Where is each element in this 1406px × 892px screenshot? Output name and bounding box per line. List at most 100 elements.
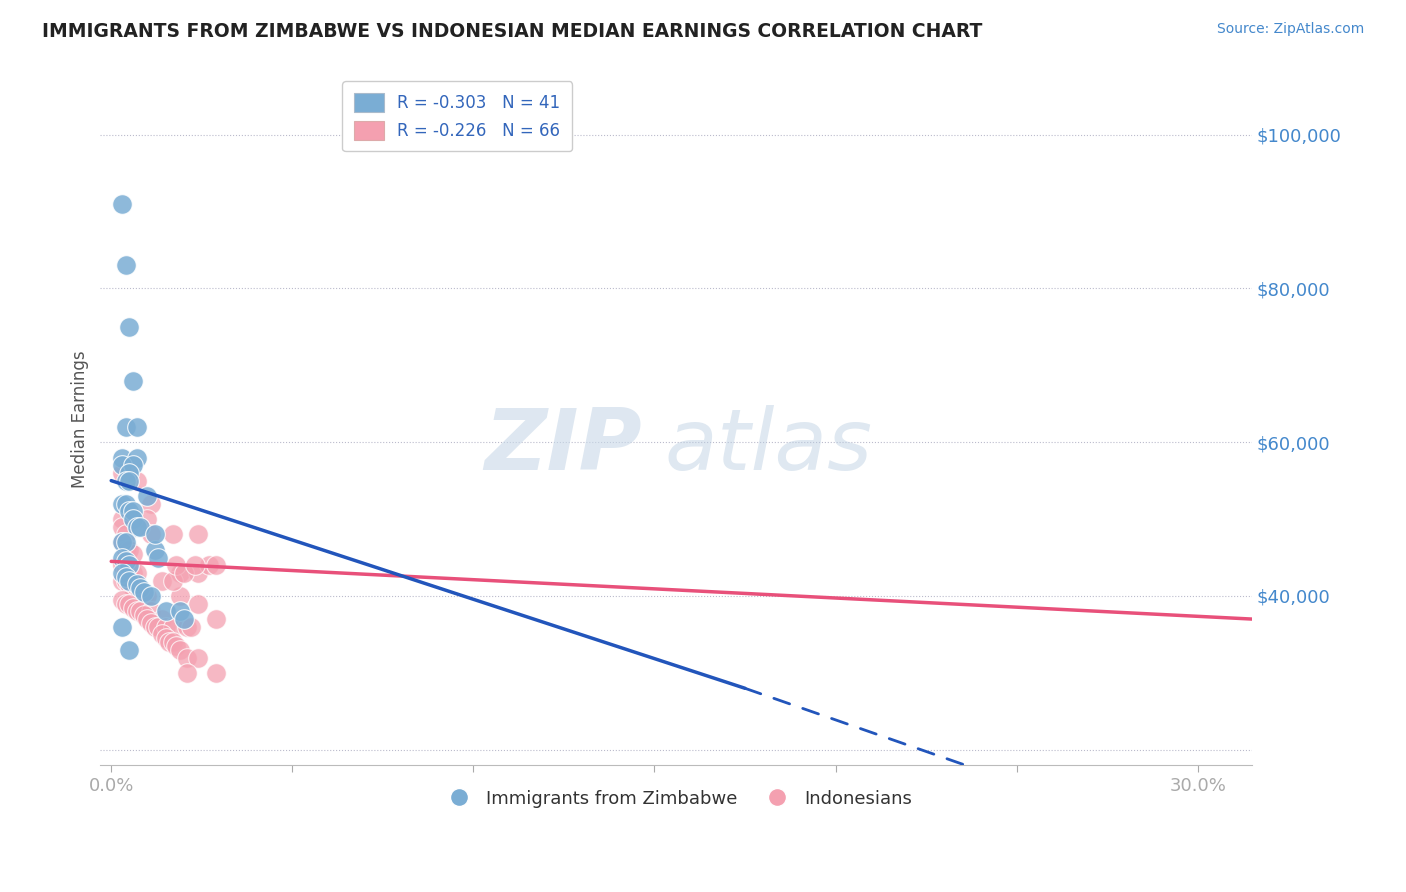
Point <box>111 458 134 473</box>
Point <box>111 566 134 580</box>
Point <box>111 574 134 588</box>
Point <box>157 635 180 649</box>
Point <box>122 458 145 473</box>
Point <box>136 589 159 603</box>
Point <box>118 558 141 573</box>
Point <box>114 542 136 557</box>
Point <box>150 612 173 626</box>
Point <box>150 574 173 588</box>
Point <box>143 542 166 557</box>
Point <box>148 550 170 565</box>
Point <box>162 620 184 634</box>
Point <box>176 620 198 634</box>
Point <box>165 639 187 653</box>
Point <box>114 497 136 511</box>
Text: IMMIGRANTS FROM ZIMBABWE VS INDONESIAN MEDIAN EARNINGS CORRELATION CHART: IMMIGRANTS FROM ZIMBABWE VS INDONESIAN M… <box>42 22 983 41</box>
Point <box>150 627 173 641</box>
Point <box>114 597 136 611</box>
Point <box>118 566 141 580</box>
Point <box>114 258 136 272</box>
Point <box>205 558 228 573</box>
Point <box>139 615 162 630</box>
Point <box>176 665 198 680</box>
Point <box>125 604 148 618</box>
Point <box>111 512 134 526</box>
Point <box>111 535 134 549</box>
Point <box>111 535 134 549</box>
Point <box>155 620 177 634</box>
Point <box>139 589 162 603</box>
Point <box>111 450 134 465</box>
Point <box>114 554 136 568</box>
Point <box>122 582 145 596</box>
Point <box>139 497 162 511</box>
Point <box>125 582 148 596</box>
Point <box>176 650 198 665</box>
Point <box>111 550 134 565</box>
Point <box>125 450 148 465</box>
Point <box>187 527 209 541</box>
Point <box>122 504 145 518</box>
Point <box>139 604 162 618</box>
Point <box>114 570 136 584</box>
Point <box>118 577 141 591</box>
Point <box>132 608 155 623</box>
Legend: Immigrants from Zimbabwe, Indonesians: Immigrants from Zimbabwe, Indonesians <box>433 782 920 815</box>
Point <box>118 319 141 334</box>
Point <box>125 419 148 434</box>
Text: ZIP: ZIP <box>484 405 641 488</box>
Point <box>187 597 209 611</box>
Point <box>183 558 205 573</box>
Point <box>114 535 136 549</box>
Point <box>114 419 136 434</box>
Point <box>162 574 184 588</box>
Point <box>129 604 152 618</box>
Point <box>122 512 145 526</box>
Point <box>136 512 159 526</box>
Point <box>118 597 141 611</box>
Point <box>118 574 141 588</box>
Point <box>162 527 184 541</box>
Point <box>180 620 202 634</box>
Point <box>125 520 148 534</box>
Point <box>122 600 145 615</box>
Point <box>111 592 134 607</box>
Point <box>205 612 228 626</box>
Point <box>155 604 177 618</box>
Point <box>111 196 134 211</box>
Point <box>205 665 228 680</box>
Point <box>114 527 136 541</box>
Point <box>122 374 145 388</box>
Point <box>118 466 141 480</box>
Text: Source: ZipAtlas.com: Source: ZipAtlas.com <box>1216 22 1364 37</box>
Point <box>125 566 148 580</box>
Point <box>165 558 187 573</box>
Point <box>169 566 191 580</box>
Text: atlas: atlas <box>665 405 873 488</box>
Point <box>111 497 134 511</box>
Point <box>143 527 166 541</box>
Point <box>129 520 152 534</box>
Point <box>111 466 134 480</box>
Point <box>118 542 141 557</box>
Point <box>129 585 152 599</box>
Point <box>111 558 134 573</box>
Point <box>155 632 177 646</box>
Point <box>139 527 162 541</box>
Point <box>187 650 209 665</box>
Point <box>132 589 155 603</box>
Point <box>111 620 134 634</box>
Point <box>118 504 141 518</box>
Point <box>132 585 155 599</box>
Point <box>173 566 195 580</box>
Point <box>129 582 152 596</box>
Point <box>136 612 159 626</box>
Point <box>198 558 221 573</box>
Y-axis label: Median Earnings: Median Earnings <box>72 351 89 488</box>
Point <box>114 574 136 588</box>
Point <box>122 566 145 580</box>
Point <box>169 604 191 618</box>
Point <box>114 562 136 576</box>
Point <box>125 577 148 591</box>
Point <box>118 474 141 488</box>
